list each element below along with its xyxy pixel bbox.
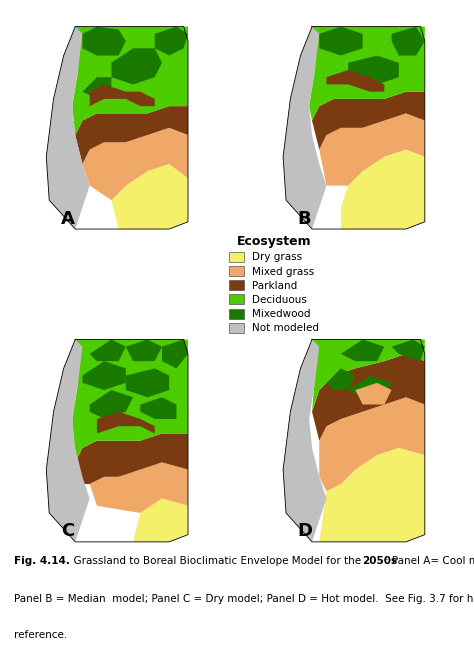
Polygon shape <box>90 85 155 106</box>
Polygon shape <box>348 56 399 85</box>
Text: 2050s: 2050s <box>362 556 398 565</box>
Polygon shape <box>133 499 188 542</box>
Polygon shape <box>82 128 188 200</box>
Polygon shape <box>312 354 425 441</box>
Text: Panel B = Median  model; Panel C = Dry model; Panel D = Hot model.  See Fig. 3.7: Panel B = Median model; Panel C = Dry mo… <box>14 594 474 603</box>
Polygon shape <box>126 368 169 397</box>
Polygon shape <box>90 463 188 513</box>
Polygon shape <box>73 339 188 463</box>
Polygon shape <box>319 113 425 185</box>
Polygon shape <box>392 26 425 56</box>
Polygon shape <box>356 383 392 404</box>
Text: B: B <box>298 209 311 227</box>
Polygon shape <box>90 339 126 361</box>
Legend: Dry grass, Mixed grass, Parkland, Deciduous, Mixedwood, Not modeled: Dry grass, Mixed grass, Parkland, Decidu… <box>224 230 324 339</box>
Text: : Panel A= Cool model;: : Panel A= Cool model; <box>385 556 474 565</box>
Polygon shape <box>309 26 425 121</box>
Polygon shape <box>46 339 90 542</box>
Polygon shape <box>82 361 126 390</box>
Polygon shape <box>111 164 188 229</box>
Polygon shape <box>82 26 126 56</box>
Text: D: D <box>297 523 312 541</box>
Polygon shape <box>90 390 133 419</box>
Polygon shape <box>341 149 425 229</box>
Text: reference.: reference. <box>14 630 67 640</box>
Polygon shape <box>327 368 356 390</box>
Polygon shape <box>111 48 162 85</box>
Polygon shape <box>348 375 392 397</box>
Polygon shape <box>283 26 327 229</box>
Polygon shape <box>319 397 425 491</box>
Polygon shape <box>75 433 188 484</box>
Text: A: A <box>61 209 74 227</box>
Polygon shape <box>312 92 425 149</box>
Polygon shape <box>75 106 188 164</box>
Polygon shape <box>319 26 363 56</box>
Polygon shape <box>46 26 90 229</box>
Polygon shape <box>82 78 111 99</box>
Polygon shape <box>155 26 188 56</box>
Polygon shape <box>283 339 327 542</box>
Polygon shape <box>319 448 425 542</box>
Polygon shape <box>97 412 155 433</box>
Polygon shape <box>312 339 425 412</box>
Polygon shape <box>327 70 384 92</box>
Polygon shape <box>162 339 188 368</box>
Polygon shape <box>126 339 162 361</box>
Text: C: C <box>61 523 74 541</box>
Polygon shape <box>73 26 188 135</box>
Polygon shape <box>392 339 425 361</box>
Polygon shape <box>341 339 384 361</box>
Text: Grassland to Boreal Bioclimatic Envelope Model for the: Grassland to Boreal Bioclimatic Envelope… <box>66 556 364 565</box>
Text: Fig. 4.14.: Fig. 4.14. <box>14 556 70 565</box>
Polygon shape <box>140 397 176 419</box>
